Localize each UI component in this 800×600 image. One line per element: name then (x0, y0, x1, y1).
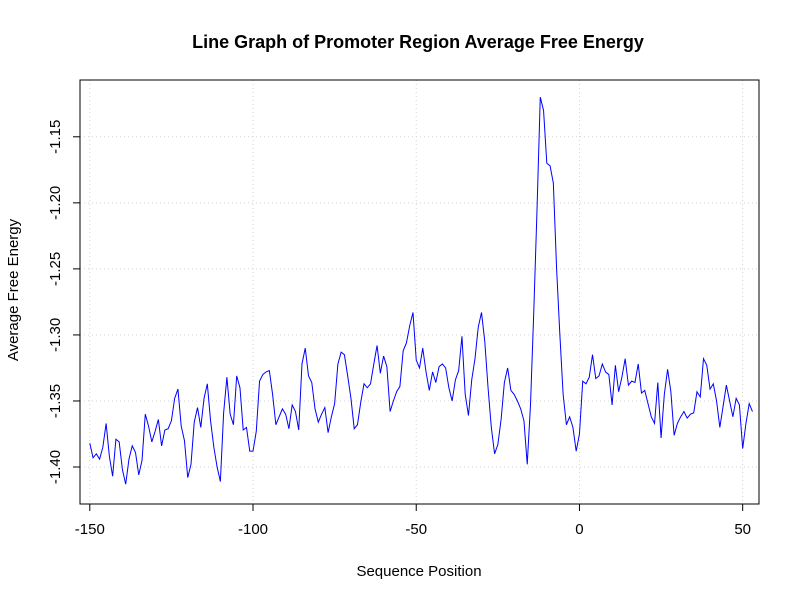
x-tick-label: -150 (75, 521, 105, 538)
x-tick-label: 0 (575, 521, 583, 538)
series-line (89, 97, 753, 485)
plot-frame (79, 79, 760, 505)
x-axis-label: Sequence Position (356, 563, 481, 580)
y-tick-label: -1.25 (47, 252, 64, 286)
y-axis: -1.40 -1.35 -1.30 -1.25 -1.20 -1.15 (47, 120, 80, 484)
series-group (89, 97, 753, 485)
y-tick-label: -1.20 (47, 186, 64, 220)
y-tick-label: -1.15 (47, 120, 64, 154)
y-tick-label: -1.40 (47, 450, 64, 484)
chart-title: Line Graph of Promoter Region Average Fr… (192, 32, 644, 52)
y-tick-label: -1.30 (47, 318, 64, 352)
grid-lines (80, 80, 759, 504)
x-tick-label: -100 (238, 521, 268, 538)
x-tick-label: -50 (405, 521, 427, 538)
x-axis: -150 -100 -50 0 50 (75, 504, 751, 538)
y-axis-label: Average Free Energy (5, 218, 22, 361)
x-tick-label: 50 (734, 521, 751, 538)
y-tick-label: -1.35 (47, 384, 64, 418)
